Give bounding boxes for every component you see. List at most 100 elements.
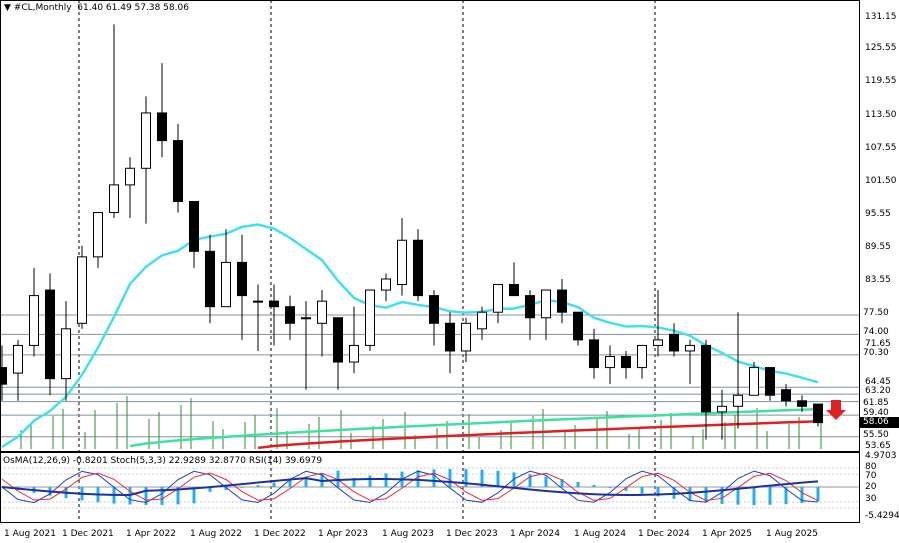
bull-candle [61, 328, 71, 380]
bull-candle [77, 256, 87, 324]
bear-candle [205, 250, 215, 308]
ema-slow-line [257, 420, 819, 450]
bear-candle [813, 403, 823, 424]
price-tick-label: 89.55 [865, 242, 891, 253]
stoch-signal-line [1, 472, 819, 502]
bear-candle [269, 300, 279, 308]
bull-candle [141, 112, 151, 169]
price-tick-label: 113.50 [865, 109, 897, 120]
stoch-main-line [1, 470, 819, 504]
bull-candle [541, 289, 551, 319]
price-tick-label: 131.15 [865, 12, 897, 22]
bear-candle [509, 284, 519, 297]
date-tick-label: 1 Aug 2022 [190, 529, 242, 539]
ema-fast-line [1, 223, 819, 449]
bear-candle [589, 339, 599, 369]
price-pane-border [0, 0, 860, 452]
bull-candle [317, 300, 327, 324]
bull-candle [749, 367, 759, 396]
price-tick-label: 101.50 [865, 176, 897, 187]
current-price-box: 58.06 [860, 417, 899, 428]
bear-candle [557, 289, 567, 313]
bull-candle [349, 344, 359, 363]
bear-candle [189, 201, 199, 252]
osc-tick-label: 4.9703 [865, 451, 897, 461]
osc-tick-label: -5.4294 [865, 511, 899, 521]
level-lines [0, 314, 860, 438]
bull-candle [365, 289, 375, 346]
date-tick-label: 1 Apr 2025 [702, 529, 752, 539]
bear-candle [173, 140, 183, 203]
bull-candle [381, 278, 391, 291]
date-tick-label: 1 Aug 2025 [766, 529, 818, 539]
bull-candle [733, 394, 743, 407]
bull-candle [717, 405, 727, 413]
candles [0, 24, 846, 440]
bear-candle [573, 311, 583, 341]
price-tick-label: 119.55 [865, 76, 897, 87]
bear-candle [429, 295, 439, 324]
bull-candle [637, 344, 647, 369]
bear-candle [781, 389, 791, 402]
bull-candle [461, 322, 471, 352]
time-grid [78, 0, 656, 522]
arrow-down-icon: ▼ [4, 3, 11, 13]
ema-mid-line [129, 407, 819, 448]
date-tick-label: 1 Dec 2021 [62, 529, 114, 539]
bear-candle [621, 355, 631, 369]
bear-candle [701, 344, 711, 413]
symbol-label: #CL,Monthly [13, 3, 72, 13]
arrow-down-icon [826, 400, 846, 420]
oscillator-header: OsMA(12,26,9) -0.8201 Stoch(5,3,3) 22.92… [3, 456, 323, 466]
bear-candle [157, 112, 167, 142]
bull-candle [605, 355, 615, 369]
bull-candle [477, 311, 487, 330]
price-tick-label: 71.65 [865, 339, 891, 349]
bear-candle [525, 295, 535, 319]
osc-pane-border [0, 452, 860, 523]
price-tick-label: 125.55 [865, 42, 897, 53]
price-level-box: 59.40 [860, 408, 899, 419]
price-level-box: 74.00 [860, 327, 899, 338]
date-tick-label: 1 Aug 2023 [382, 529, 434, 539]
price-level-box: 70.30 [860, 348, 899, 359]
bear-candle [413, 239, 423, 297]
bear-candle [765, 367, 775, 396]
date-tick-label: 1 Dec 2023 [446, 529, 498, 539]
bear-candle [797, 400, 807, 407]
price-tick-label: 107.55 [865, 142, 897, 153]
date-tick-label: 1 Aug 2021 [4, 529, 56, 539]
bull-candle [221, 261, 231, 308]
bull-candle [13, 344, 23, 374]
date-tick-label: 1 Dec 2024 [638, 529, 690, 539]
bear-candle [0, 367, 7, 385]
bull-candle [653, 339, 663, 346]
bull-candle [397, 239, 407, 286]
osc-tick-label: 30 [865, 494, 877, 504]
date-tick-label: 1 Apr 2023 [318, 529, 368, 539]
bull-candle [301, 317, 311, 320]
price-level-box: 55.50 [860, 430, 899, 441]
date-tick-label: 1 Aug 2024 [574, 529, 626, 539]
price-level-box: 61.85 [860, 398, 899, 409]
price-tick-label: 64.45 [865, 377, 891, 387]
bull-candle [29, 295, 39, 346]
chart-header: ▼ #CL,Monthly 61.40 61.49 57.38 58.06 [4, 3, 189, 13]
bear-candle [445, 322, 455, 352]
chart-frame [0, 0, 860, 523]
bull-candle [109, 184, 119, 214]
price-level-box: 77.50 [860, 308, 899, 319]
date-tick-label: 1 Apr 2024 [510, 529, 560, 539]
bull-candle [93, 212, 103, 258]
bear-candle [669, 333, 679, 352]
ohlc-label: 61.40 61.49 57.38 58.06 [77, 3, 189, 13]
price-tick-label: 63.20 [865, 386, 891, 396]
bear-candle [45, 289, 55, 380]
bull-candle [253, 300, 263, 303]
bear-candle [285, 306, 295, 324]
bear-candle [237, 261, 247, 297]
price-tick-label: 53.65 [865, 441, 891, 451]
price-tick-label: 95.55 [865, 209, 891, 220]
volume-bars [20, 396, 822, 449]
